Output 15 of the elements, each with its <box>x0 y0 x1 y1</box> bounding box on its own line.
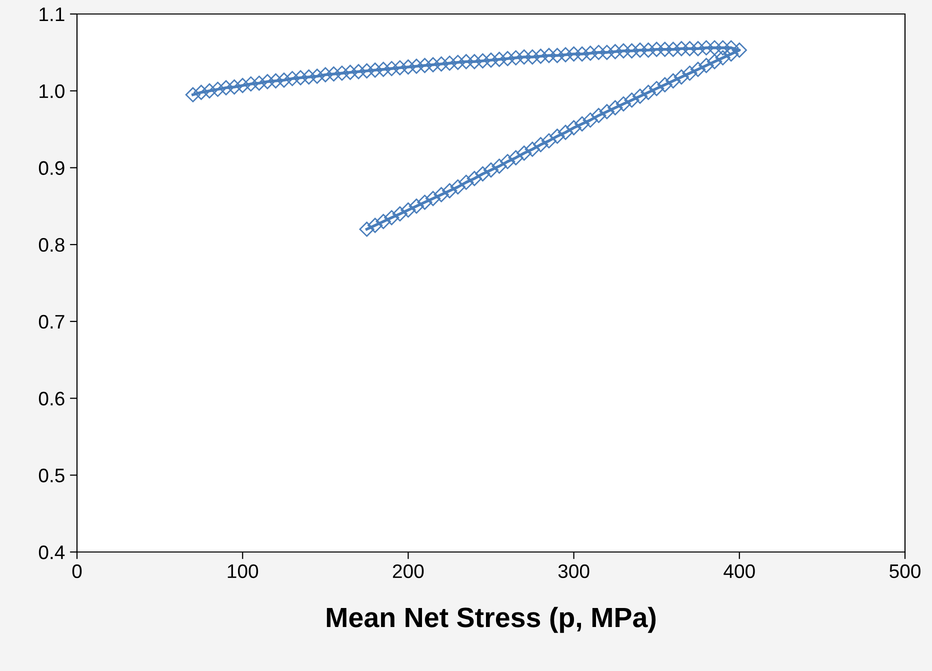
y-tick-label: 1.0 <box>40 84 64 98</box>
y-tick-label: 0.5 <box>38 468 64 482</box>
y-tick-label: 0.7 <box>38 314 64 329</box>
x-tick-label: 400 <box>724 564 755 578</box>
x-tick-label: 100 <box>228 564 258 578</box>
x-tick-label: 200 <box>392 564 424 578</box>
y-tick-label: 0.9 <box>38 161 64 175</box>
x-tick-label: 500 <box>890 564 920 578</box>
x-tick-label: 0 <box>72 564 82 578</box>
x-tick-label: 300 <box>558 564 590 578</box>
y-tick-label: 0.8 <box>38 238 64 252</box>
y-tick-label: 1.1 <box>40 8 64 22</box>
x-axis-title: Mean Net Stress (p, MPa) <box>326 606 656 633</box>
y-tick-label: 0.4 <box>38 545 65 560</box>
y-tick-label: 0.6 <box>38 392 64 406</box>
